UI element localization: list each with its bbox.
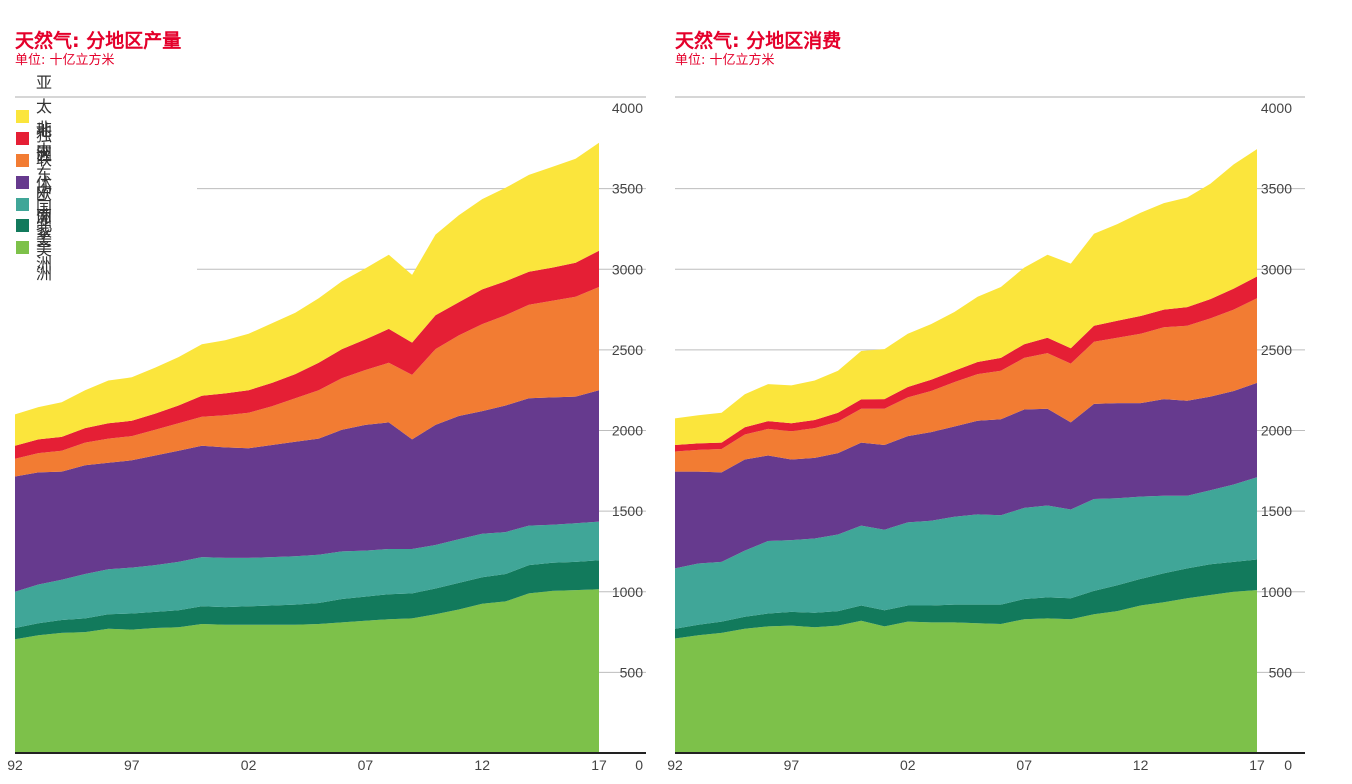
legend-label: 非洲 bbox=[36, 118, 53, 162]
x-tick-label: 12 bbox=[1133, 757, 1149, 773]
legend-item: 中东 bbox=[16, 141, 52, 184]
legend-swatch bbox=[16, 153, 29, 167]
legend-label: 独联体国家 bbox=[36, 126, 53, 242]
legend-swatch bbox=[16, 197, 29, 211]
y-tick-label: 4000 bbox=[1261, 100, 1292, 116]
legend-item: 中南美洲 bbox=[16, 182, 52, 273]
area-series-非洲 bbox=[15, 250, 599, 459]
area-series-中东 bbox=[15, 287, 599, 477]
y-tick-label: 1500 bbox=[1261, 503, 1292, 519]
y-tick-label: 2500 bbox=[1261, 342, 1292, 358]
area-series-亚太地区 bbox=[675, 149, 1257, 445]
legend-item: 北美洲 bbox=[16, 216, 52, 283]
area-series-亚太地区 bbox=[15, 142, 599, 446]
legend-swatch bbox=[16, 219, 29, 233]
y-tick-label: 3500 bbox=[612, 181, 643, 197]
x-tick-label: 92 bbox=[7, 757, 23, 773]
legend-label: 中东 bbox=[36, 140, 53, 184]
y-tick-label: 1000 bbox=[1261, 584, 1292, 600]
area-series-中南美洲 bbox=[15, 560, 599, 640]
y-tick-label: 2000 bbox=[612, 423, 643, 439]
legend-label: 欧洲 bbox=[36, 184, 53, 228]
y-tick-label: 0 bbox=[1284, 757, 1292, 773]
y-tick-label: 0 bbox=[635, 757, 643, 773]
chart-title: 天然气: 分地区消费 bbox=[675, 30, 842, 52]
area-series-欧洲 bbox=[15, 521, 599, 628]
consumption-area-chart: 0 500 1000 1500 2000 2500 3000 3500 4000 92 97 02 07… bbox=[667, 96, 1305, 773]
legend-swatch bbox=[16, 241, 29, 255]
legend-swatch bbox=[16, 175, 29, 189]
y-tick-label: 1000 bbox=[612, 584, 643, 600]
legend-swatch bbox=[16, 132, 29, 146]
area-series-中南美洲 bbox=[675, 559, 1257, 639]
y-tick-label: 2000 bbox=[1261, 423, 1292, 439]
x-tick-label: 92 bbox=[667, 757, 683, 773]
x-tick-label: 97 bbox=[124, 757, 140, 773]
production-area-chart: 0 500 1000 1500 2000 2500 3000 3500 4000 92 97 02 07… bbox=[7, 96, 646, 773]
x-tick-label: 12 bbox=[474, 757, 490, 773]
x-tick-label: 07 bbox=[1016, 757, 1032, 773]
area-series-北美洲 bbox=[675, 590, 1257, 753]
legend-item: 非洲 bbox=[16, 119, 52, 162]
x-tick-label: 07 bbox=[358, 757, 374, 773]
legend-item: 欧洲 bbox=[16, 184, 52, 227]
y-tick-label: 3000 bbox=[612, 261, 643, 277]
legend: 亚太地区 非洲 中东 独联体国家 欧洲 中南美洲 北美洲 bbox=[16, 73, 52, 283]
area-series-独联体国家 bbox=[675, 382, 1257, 569]
legend-label: 亚太地区 bbox=[36, 72, 53, 164]
x-tick-label: 17 bbox=[1249, 757, 1265, 773]
y-tick-label: 500 bbox=[1269, 664, 1293, 680]
y-tick-label: 4000 bbox=[612, 100, 643, 116]
y-tick-label: 3500 bbox=[1261, 181, 1292, 197]
area-series-独联体国家 bbox=[15, 390, 599, 592]
chart-title: 天然气: 分地区产量 bbox=[15, 30, 182, 52]
legend-label: 中南美洲 bbox=[36, 181, 53, 273]
legend-item: 独联体国家 bbox=[16, 126, 52, 241]
area-series-中东 bbox=[675, 298, 1257, 473]
x-tick-label: 17 bbox=[591, 757, 607, 773]
legend-label: 北美洲 bbox=[36, 215, 53, 283]
chart-subtitle: 单位: 十亿立方米 bbox=[15, 53, 115, 68]
area-series-北美洲 bbox=[15, 589, 599, 753]
y-tick-label: 500 bbox=[620, 664, 644, 680]
area-series-欧洲 bbox=[675, 477, 1257, 629]
y-tick-label: 1500 bbox=[612, 503, 643, 519]
x-tick-label: 97 bbox=[784, 757, 800, 773]
y-tick-label: 3000 bbox=[1261, 261, 1292, 277]
legend-swatch bbox=[16, 110, 29, 124]
y-tick-label: 2500 bbox=[612, 342, 643, 358]
x-tick-label: 02 bbox=[241, 757, 257, 773]
chart-subtitle: 单位: 十亿立方米 bbox=[675, 53, 775, 68]
legend-item: 亚太地区 bbox=[16, 73, 52, 164]
x-tick-label: 02 bbox=[900, 757, 916, 773]
